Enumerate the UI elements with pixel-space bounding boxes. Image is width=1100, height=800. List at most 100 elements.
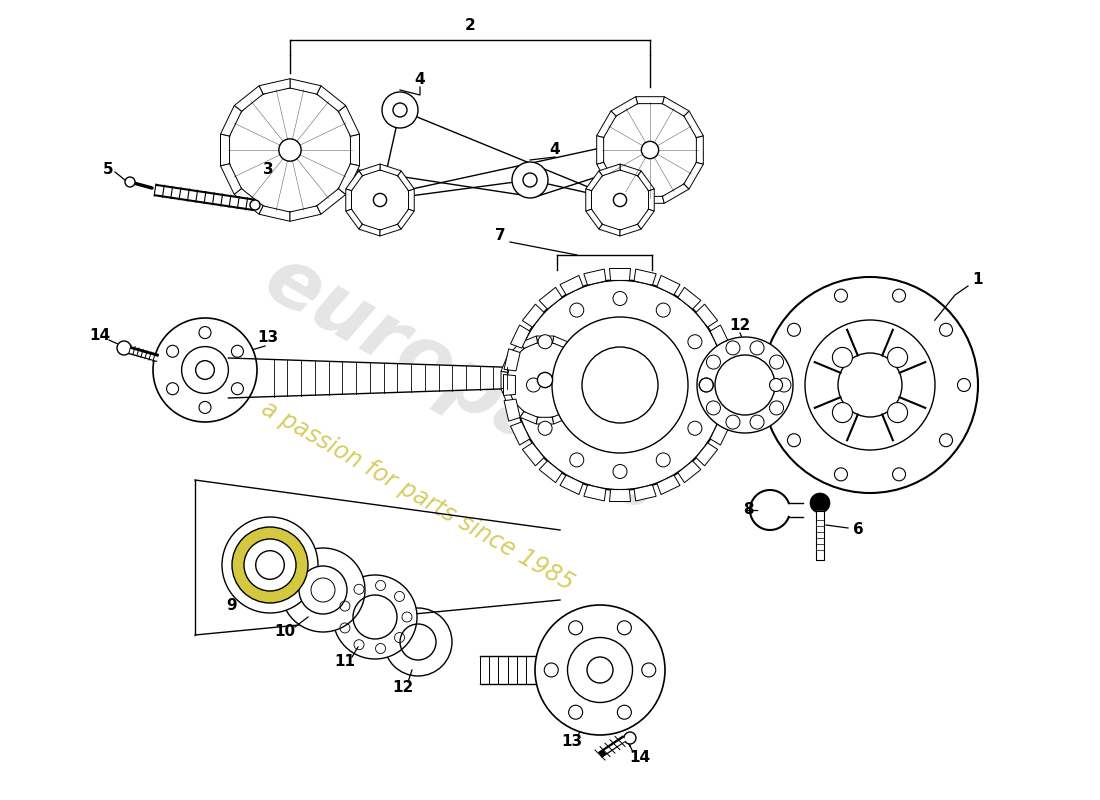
Polygon shape xyxy=(220,106,242,136)
Polygon shape xyxy=(609,269,630,281)
Text: 5: 5 xyxy=(102,162,113,178)
Polygon shape xyxy=(696,443,717,466)
Text: europarts: europarts xyxy=(250,239,674,529)
Polygon shape xyxy=(508,401,524,418)
Polygon shape xyxy=(408,189,415,211)
Circle shape xyxy=(393,103,407,117)
Polygon shape xyxy=(359,164,380,176)
Polygon shape xyxy=(576,387,588,405)
Circle shape xyxy=(382,92,418,128)
Circle shape xyxy=(788,434,801,446)
Text: 4: 4 xyxy=(550,142,560,158)
Circle shape xyxy=(231,346,243,358)
Circle shape xyxy=(602,102,698,198)
Polygon shape xyxy=(504,399,520,421)
Circle shape xyxy=(888,347,907,367)
Text: 2: 2 xyxy=(464,18,475,33)
Polygon shape xyxy=(510,422,530,445)
Circle shape xyxy=(538,422,552,435)
Circle shape xyxy=(613,465,627,478)
Circle shape xyxy=(613,291,627,306)
Polygon shape xyxy=(345,171,362,190)
Circle shape xyxy=(892,289,905,302)
Circle shape xyxy=(278,139,301,161)
Circle shape xyxy=(939,323,953,336)
Text: 14: 14 xyxy=(89,329,111,343)
Polygon shape xyxy=(339,106,360,136)
Polygon shape xyxy=(537,418,553,424)
Polygon shape xyxy=(566,401,582,418)
Polygon shape xyxy=(290,78,321,94)
Polygon shape xyxy=(290,206,321,222)
Polygon shape xyxy=(596,136,604,164)
Polygon shape xyxy=(696,136,703,164)
Circle shape xyxy=(125,177,135,187)
Circle shape xyxy=(196,361,214,379)
Polygon shape xyxy=(522,443,544,466)
Polygon shape xyxy=(539,287,562,309)
Circle shape xyxy=(199,326,211,338)
Polygon shape xyxy=(234,189,263,214)
Polygon shape xyxy=(260,206,290,222)
Polygon shape xyxy=(816,511,824,560)
Circle shape xyxy=(582,347,658,423)
Polygon shape xyxy=(566,342,582,359)
Circle shape xyxy=(552,317,688,453)
Circle shape xyxy=(507,342,583,418)
Polygon shape xyxy=(684,111,703,138)
Circle shape xyxy=(231,382,243,394)
Circle shape xyxy=(280,548,365,632)
Circle shape xyxy=(384,608,452,676)
Polygon shape xyxy=(696,304,717,327)
Circle shape xyxy=(182,346,229,394)
Text: 13: 13 xyxy=(561,734,583,750)
Polygon shape xyxy=(522,304,544,327)
Polygon shape xyxy=(610,97,638,116)
Polygon shape xyxy=(339,164,360,194)
Text: 8: 8 xyxy=(742,502,754,518)
Polygon shape xyxy=(260,78,290,94)
Circle shape xyxy=(544,663,558,677)
Polygon shape xyxy=(584,485,606,501)
Circle shape xyxy=(833,347,853,367)
Circle shape xyxy=(166,346,178,358)
Circle shape xyxy=(570,303,584,317)
Circle shape xyxy=(805,320,935,450)
Polygon shape xyxy=(520,411,538,424)
Polygon shape xyxy=(610,184,638,203)
Text: 14: 14 xyxy=(629,750,650,766)
Polygon shape xyxy=(684,162,703,189)
Polygon shape xyxy=(662,97,689,116)
Circle shape xyxy=(590,170,650,230)
Circle shape xyxy=(688,334,702,349)
Polygon shape xyxy=(359,224,380,236)
Polygon shape xyxy=(229,358,530,398)
Polygon shape xyxy=(636,196,664,203)
Circle shape xyxy=(835,289,847,302)
Circle shape xyxy=(538,334,552,349)
Circle shape xyxy=(222,517,318,613)
Circle shape xyxy=(641,142,659,158)
Polygon shape xyxy=(539,461,562,482)
Circle shape xyxy=(373,194,386,206)
Circle shape xyxy=(299,566,346,614)
Polygon shape xyxy=(317,189,345,214)
Circle shape xyxy=(617,621,631,634)
Polygon shape xyxy=(678,461,701,482)
Circle shape xyxy=(569,706,583,719)
Polygon shape xyxy=(500,355,514,373)
Text: 9: 9 xyxy=(227,598,238,613)
Circle shape xyxy=(527,378,540,392)
Circle shape xyxy=(770,378,782,391)
Circle shape xyxy=(641,663,656,677)
Circle shape xyxy=(350,170,410,230)
Circle shape xyxy=(624,732,636,744)
Polygon shape xyxy=(586,189,592,211)
Polygon shape xyxy=(596,111,616,138)
Polygon shape xyxy=(596,162,616,189)
Polygon shape xyxy=(598,224,620,236)
Text: 1: 1 xyxy=(972,273,983,287)
Circle shape xyxy=(244,539,296,591)
Text: 6: 6 xyxy=(852,522,864,538)
Circle shape xyxy=(617,706,631,719)
